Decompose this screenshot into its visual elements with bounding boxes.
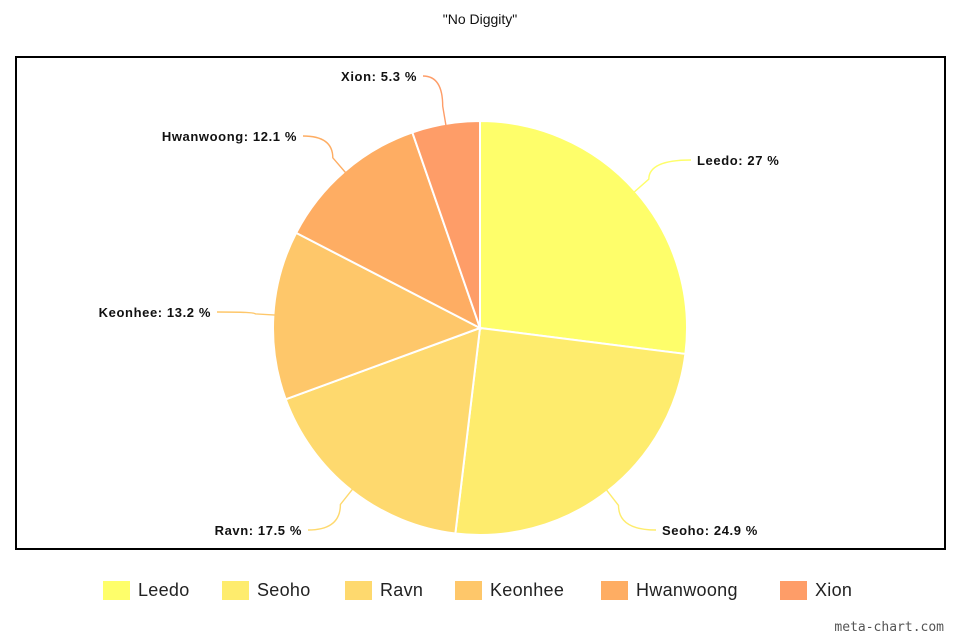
slice-label-ravn: Ravn: 17.5 %: [215, 523, 302, 538]
legend-swatch: [222, 580, 249, 600]
legend-item-ravn[interactable]: Ravn: [345, 578, 423, 602]
label-connector-hwanwoong: [302, 135, 347, 174]
legend-item-xion[interactable]: Xion: [780, 578, 852, 602]
slice-label-xion: Xion: 5.3 %: [341, 69, 417, 84]
pie-chart: Leedo: 27 % Seoho: 24.9 % Ravn: 17.5 % Keon…: [99, 69, 779, 538]
slice-label-seoho: Seoho: 24.9 %: [662, 523, 758, 538]
legend-swatch: [780, 580, 807, 600]
label-connector-keonhee: [216, 311, 276, 316]
pie-slice-leedo[interactable]: [479, 119, 688, 356]
legend-swatch: [455, 580, 482, 600]
slice-label-keonhee: Keonhee: 13.2 %: [99, 305, 211, 320]
legend-swatch: [345, 580, 372, 600]
legend-label: Leedo: [138, 579, 190, 600]
pie-slice-seoho[interactable]: [454, 326, 687, 536]
watermark: meta-chart.com: [834, 620, 944, 635]
legend-swatch: [103, 580, 130, 600]
plot-area: Leedo: 27 % Seoho: 24.9 % Ravn: 17.5 % Keon…: [15, 56, 946, 550]
slice-label-hwanwoong: Hwanwoong: 12.1 %: [162, 129, 297, 144]
legend-item-leedo[interactable]: Leedo: [103, 578, 190, 602]
legend-label: Seoho: [257, 579, 311, 600]
label-connector-ravn: [307, 488, 354, 531]
legend-item-hwanwoong[interactable]: Hwanwoong: [601, 578, 738, 602]
slice-label-leedo: Leedo: 27 %: [697, 153, 779, 168]
legend-label: Ravn: [380, 579, 424, 600]
label-connector-xion: [422, 75, 447, 126]
label-connector-leedo: [633, 159, 692, 193]
legend-label: Hwanwoong: [636, 579, 738, 600]
legend-item-keonhee[interactable]: Keonhee: [455, 578, 564, 602]
legend-label: Keonhee: [490, 579, 565, 600]
legend-swatch: [601, 580, 628, 600]
legend: Leedo Seoho Ravn Keonhee Hwanwoong Xion: [0, 578, 960, 602]
legend-label: Xion: [815, 579, 853, 600]
legend-item-seoho[interactable]: Seoho: [222, 578, 311, 602]
chart-title: "No Diggity": [442, 11, 518, 27]
label-connector-seoho: [605, 489, 657, 531]
